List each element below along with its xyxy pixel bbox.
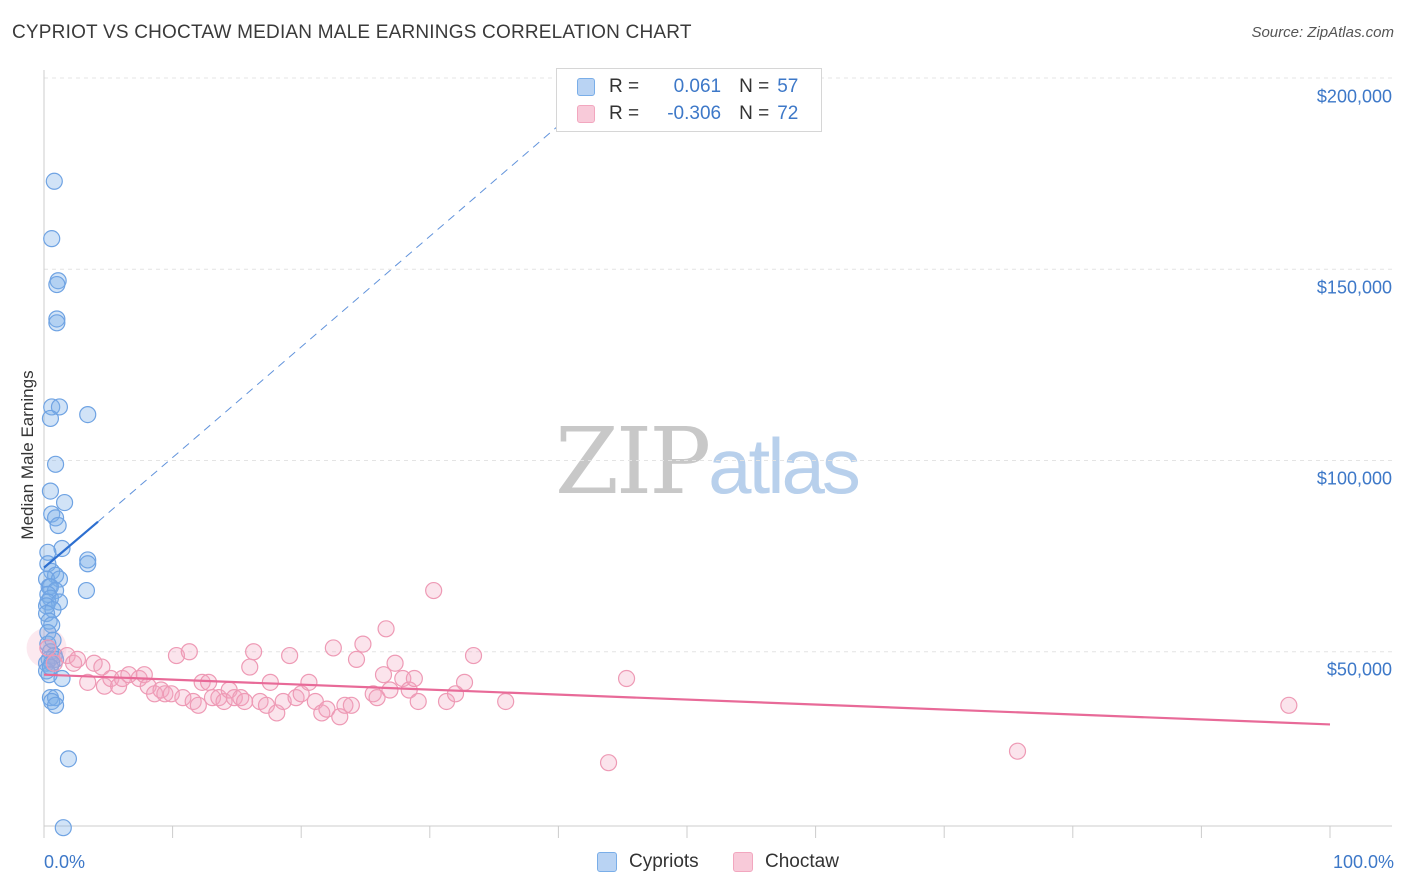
legend-swatch-pink [577,105,595,123]
choctaw-point [274,692,292,711]
choctaw-point [225,689,243,707]
choctaw-point [374,666,393,684]
choctaw-point [347,650,366,669]
legend-n-value: 72 [777,103,799,124]
choctaw-point [167,646,186,665]
y-tick-label-50k: $50,000 [1326,659,1392,680]
choctaw-point [180,643,198,661]
choctaw-point [1008,742,1027,760]
cypriots-point [79,551,97,569]
choctaw-point [455,673,474,691]
legend-n-label: N = [739,76,770,97]
watermark-atlas: atlas [708,422,861,510]
cypriots-point [46,455,65,473]
choctaw-point [79,673,97,691]
choctaw-point [241,658,259,676]
choctaw-point [377,620,395,638]
bottom-legend-cypriots[interactable]: Cypriots [597,851,699,873]
bottom-legend-swatch-blue [597,852,617,872]
cypriots-point [54,819,72,837]
choctaw-point [281,646,299,665]
cypriots-point [48,310,66,328]
choctaw-point [617,669,636,688]
source-label: Source: ZipAtlas.com [1251,24,1394,41]
cypriots-point [46,696,65,714]
choctaw-point [93,658,111,676]
legend-r-label: R = [609,76,640,97]
watermark: ZIPatlas [555,408,861,515]
cypriots-point [49,516,67,535]
choctaw-trend-line [43,673,1331,726]
x-tick-label-min: 0.0% [44,852,86,872]
cypriots-point [55,493,74,512]
bottom-legend-swatch-pink [733,852,753,872]
choctaw-point [497,692,515,711]
bottom-legend-label: Cypriots [629,851,699,872]
legend-r-value: 0.061 [673,76,722,97]
choctaw-point [193,673,211,691]
choctaw-point [318,700,336,718]
cypriots-point [53,539,71,558]
choctaw-point [354,635,372,653]
choctaw-point [39,639,57,657]
cypriots-trend-line [43,520,99,569]
cypriots-point [59,750,78,768]
legend-swatch-blue [577,78,595,96]
cypriots-point [43,230,61,248]
choctaw-point [236,692,254,711]
choctaw-point [405,669,423,688]
cypriots-trend-extension [97,69,624,523]
choctaw-point [464,646,483,665]
cypriots-point [41,482,60,500]
choctaw-point [342,696,360,714]
cypriots-point [77,581,96,600]
cypriots-point [48,275,66,294]
legend-row-choctaw: R = -0.306 N = 72 [577,102,798,126]
choctaw-point [245,643,263,661]
choctaw-point [1280,696,1298,714]
bottom-legend-choctaw[interactable]: Choctaw [733,851,839,873]
bottom-legend-label: Choctaw [765,851,839,872]
watermark-zip: ZIP [555,408,711,515]
choctaw-point [386,654,404,672]
choctaw-point [189,696,207,714]
y-axis-label: Median Male Earnings [18,370,37,540]
chart-title: CYPRIOT VS CHOCTAW MEDIAN MALE EARNINGS … [12,22,692,43]
y-tick-label-200k: $200,000 [1316,86,1392,107]
choctaw-point [409,692,427,711]
choctaw-point [300,673,318,691]
cypriots-point [50,398,69,416]
choctaw-point [425,581,443,600]
legend-r-value: -0.306 [667,103,722,124]
choctaw-point [174,689,192,707]
correlation-legend: R = 0.061 N = 57 R = -0.306 N = 72 [556,68,822,132]
legend-r-label: R = [609,103,640,124]
cypriots-point [79,406,97,424]
choctaw-point [85,654,103,672]
choctaw-point [324,639,342,657]
y-tick-label-150k: $150,000 [1316,277,1392,298]
cypriots-point [48,314,66,332]
choctaw-point [68,650,87,669]
choctaw-point [368,689,386,707]
choctaw-point [599,754,618,772]
cypriots-point [45,172,63,190]
cypriots-point [41,409,60,428]
cypriots-point [79,555,97,573]
choctaw-point [45,654,63,672]
choctaw-point [381,681,399,699]
x-tick-label-max: 100.0% [1332,852,1394,872]
choctaw-point [156,685,174,703]
choctaw-point [336,696,354,714]
legend-n-label: N = [739,103,770,124]
legend-row-cypriots: R = 0.061 N = 57 [577,75,798,99]
y-tick-label-100k: $100,000 [1316,468,1392,489]
legend-n-value: 57 [777,76,799,97]
